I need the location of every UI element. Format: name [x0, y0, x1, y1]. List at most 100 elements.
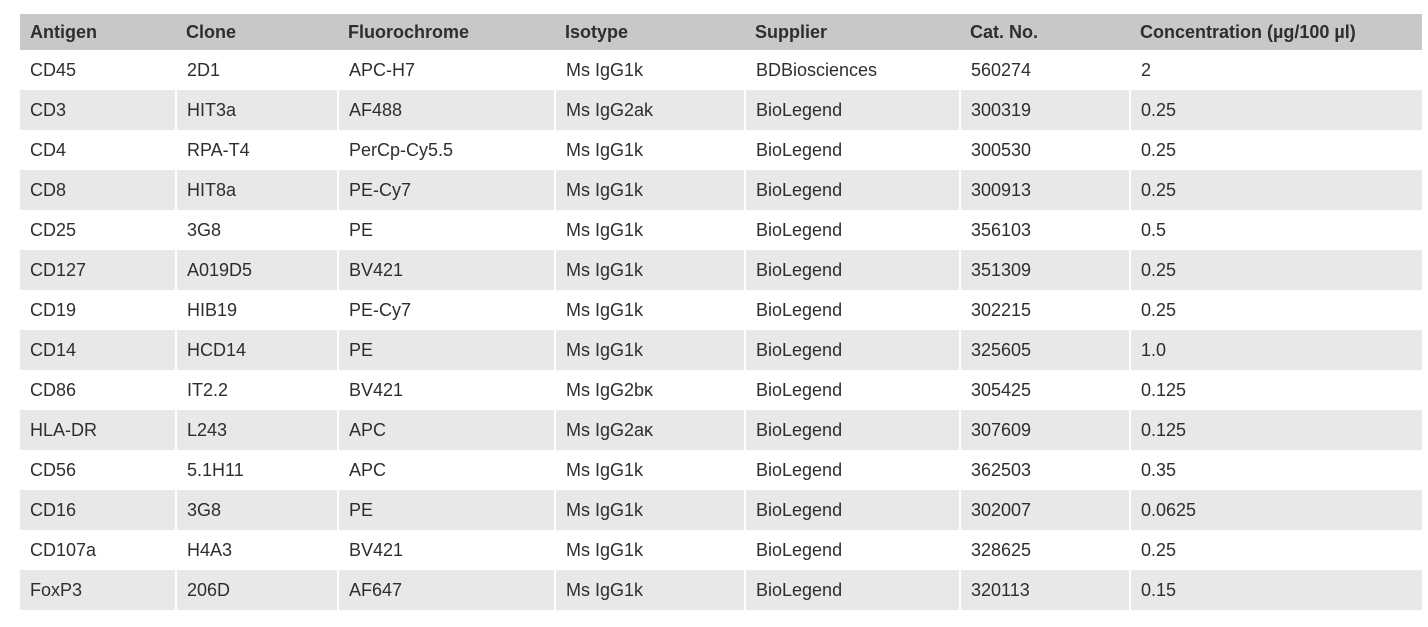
cell-concentration: 0.25 — [1129, 290, 1422, 330]
cell-concentration: 0.125 — [1129, 410, 1422, 450]
cell-cat-no: 351309 — [959, 250, 1130, 290]
table-row: CD3 HIT3a AF488 Ms IgG2ak BioLegend 300319 0.2… — [20, 90, 1422, 130]
cell-clone: HIT3a — [175, 90, 338, 130]
cell-antigen: CD8 — [30, 179, 67, 200]
cell-fluorochrome: AF647 — [337, 570, 555, 610]
cell-isotype: Ms IgG1k — [554, 130, 745, 170]
cell-fluorochrome: PE-Cy7 — [337, 290, 555, 330]
column-header-concentration: Concentration (µg/100 µl) — [1130, 14, 1422, 50]
cell-clone: 206D — [175, 570, 338, 610]
cell-supplier: BioLegend — [744, 290, 960, 330]
cell-supplier: BioLegend — [744, 210, 960, 250]
cell-cat-no: 320113 — [959, 570, 1130, 610]
cell-isotype: Ms IgG1k — [554, 570, 745, 610]
cell-concentration: 1.0 — [1129, 330, 1422, 370]
cell-clone: 3G8 — [175, 210, 338, 250]
cell-antigen: CD16 — [30, 499, 77, 520]
cell-isotype: Ms IgG2aκ — [554, 410, 745, 450]
cell-concentration: 0.25 — [1129, 90, 1422, 130]
cell-cat-no: 307609 — [959, 410, 1130, 450]
cell-antigen: CD3 — [30, 99, 67, 120]
cell-antigen: CD56 — [30, 459, 77, 480]
cell-cat-no: 302007 — [959, 490, 1130, 530]
table-row: CD19 HIB19 PE-Cy7 Ms IgG1k BioLegend 302215 0.… — [20, 290, 1422, 330]
header-row: Antigen Clone Fluorochrome Isotype Supplier C… — [20, 14, 1422, 50]
cell-cat-no: 300319 — [959, 90, 1130, 130]
cell-isotype: Ms IgG2bκ — [554, 370, 745, 410]
table-row: CD45 2D1 APC-H7 Ms IgG1k BDBiosciences 560274… — [20, 50, 1422, 90]
cell-antigen: CD19 — [30, 299, 77, 320]
cell-concentration: 0.35 — [1129, 450, 1422, 490]
cell-isotype: Ms IgG2ak — [554, 90, 745, 130]
cell-concentration: 0.0625 — [1129, 490, 1422, 530]
column-header-cat-no: Cat. No. — [960, 14, 1130, 50]
column-header-isotype: Isotype — [555, 14, 745, 50]
cell-fluorochrome: PE — [337, 490, 555, 530]
cell-cat-no: 356103 — [959, 210, 1130, 250]
cell-cat-no: 305425 — [959, 370, 1130, 410]
cell-supplier: BDBiosciences — [744, 50, 960, 90]
cell-fluorochrome: APC-H7 — [337, 50, 555, 90]
cell-fluorochrome: PE — [337, 330, 555, 370]
column-header-fluorochrome: Fluorochrome — [338, 14, 555, 50]
cell-isotype: Ms IgG1k — [554, 290, 745, 330]
cell-fluorochrome: BV421 — [337, 370, 555, 410]
cell-cat-no: 302215 — [959, 290, 1130, 330]
cell-antigen: CD127 — [30, 259, 87, 280]
cell-clone: L243 — [175, 410, 338, 450]
cell-clone: H4A3 — [175, 530, 338, 570]
cell-concentration: 0.25 — [1129, 530, 1422, 570]
cell-clone: 2D1 — [175, 50, 338, 90]
cell-antigen: CD25 — [30, 219, 77, 240]
cell-clone: RPA-T4 — [175, 130, 338, 170]
cell-clone: HIB19 — [175, 290, 338, 330]
cell-isotype: Ms IgG1k — [554, 330, 745, 370]
cell-concentration: 0.5 — [1129, 210, 1422, 250]
cell-antigen: CD4 — [30, 139, 67, 160]
cell-cat-no: 560274 — [959, 50, 1130, 90]
cell-fluorochrome: APC — [337, 410, 555, 450]
cell-fluorochrome: BV421 — [337, 530, 555, 570]
cell-cat-no: 328625 — [959, 530, 1130, 570]
cell-antigen: CD107a — [30, 539, 97, 560]
column-header-antigen: Antigen — [20, 14, 176, 50]
table-row: CD14 HCD14 PE Ms IgG1k BioLegend 325605 1.0 — [20, 330, 1422, 370]
cell-isotype: Ms IgG1k — [554, 530, 745, 570]
cell-concentration: 0.25 — [1129, 170, 1422, 210]
cell-supplier: BioLegend — [744, 410, 960, 450]
cell-supplier: BioLegend — [744, 370, 960, 410]
table-body: CD45 2D1 APC-H7 Ms IgG1k BDBiosciences 560274… — [20, 50, 1422, 610]
cell-cat-no: 325605 — [959, 330, 1130, 370]
cell-isotype: Ms IgG1k — [554, 250, 745, 290]
cell-supplier: BioLegend — [744, 170, 960, 210]
cell-antigen: CD45 — [30, 59, 77, 80]
table-row: CD25 3G8 PE Ms IgG1k BioLegend 356103 0.5 — [20, 210, 1422, 250]
cell-antigen: CD14 — [30, 339, 77, 360]
table-row: FoxP3 206D AF647 Ms IgG1k BioLegend 320113 0.1… — [20, 570, 1422, 610]
cell-cat-no: 300530 — [959, 130, 1130, 170]
cell-clone: A019D5 — [175, 250, 338, 290]
cell-fluorochrome: APC — [337, 450, 555, 490]
cell-clone: 5.1H11 — [175, 450, 338, 490]
cell-supplier: BioLegend — [744, 330, 960, 370]
table-row: CD86 IT2.2 BV421 Ms IgG2bκ BioLegend 305425 0.… — [20, 370, 1422, 410]
table-row: CD107a H4A3 BV421 Ms IgG1k BioLegend 328625 0.… — [20, 530, 1422, 570]
cell-supplier: BioLegend — [744, 250, 960, 290]
table-row: CD8 HIT8a PE-Cy7 Ms IgG1k BioLegend 300913 0.2… — [20, 170, 1422, 210]
table-row: CD56 5.1H11 APC Ms IgG1k BioLegend 362503 0.35 — [20, 450, 1422, 490]
cell-isotype: Ms IgG1k — [554, 450, 745, 490]
table-header: Antigen Clone Fluorochrome Isotype Supplier C… — [20, 14, 1422, 50]
cell-fluorochrome: PE-Cy7 — [337, 170, 555, 210]
column-header-supplier: Supplier — [745, 14, 960, 50]
cell-clone: 3G8 — [175, 490, 338, 530]
cell-fluorochrome: PerCp-Cy5.5 — [337, 130, 555, 170]
cell-concentration: 0.25 — [1129, 130, 1422, 170]
table-row: CD4 RPA-T4 PerCp-Cy5.5 Ms IgG1k BioLegend 300… — [20, 130, 1422, 170]
cell-supplier: BioLegend — [744, 490, 960, 530]
cell-cat-no: 362503 — [959, 450, 1130, 490]
cell-concentration: 2 — [1129, 50, 1422, 90]
table-row: CD16 3G8 PE Ms IgG1k BioLegend 302007 0.0625 — [20, 490, 1422, 530]
cell-fluorochrome: PE — [337, 210, 555, 250]
cell-isotype: Ms IgG1k — [554, 170, 745, 210]
